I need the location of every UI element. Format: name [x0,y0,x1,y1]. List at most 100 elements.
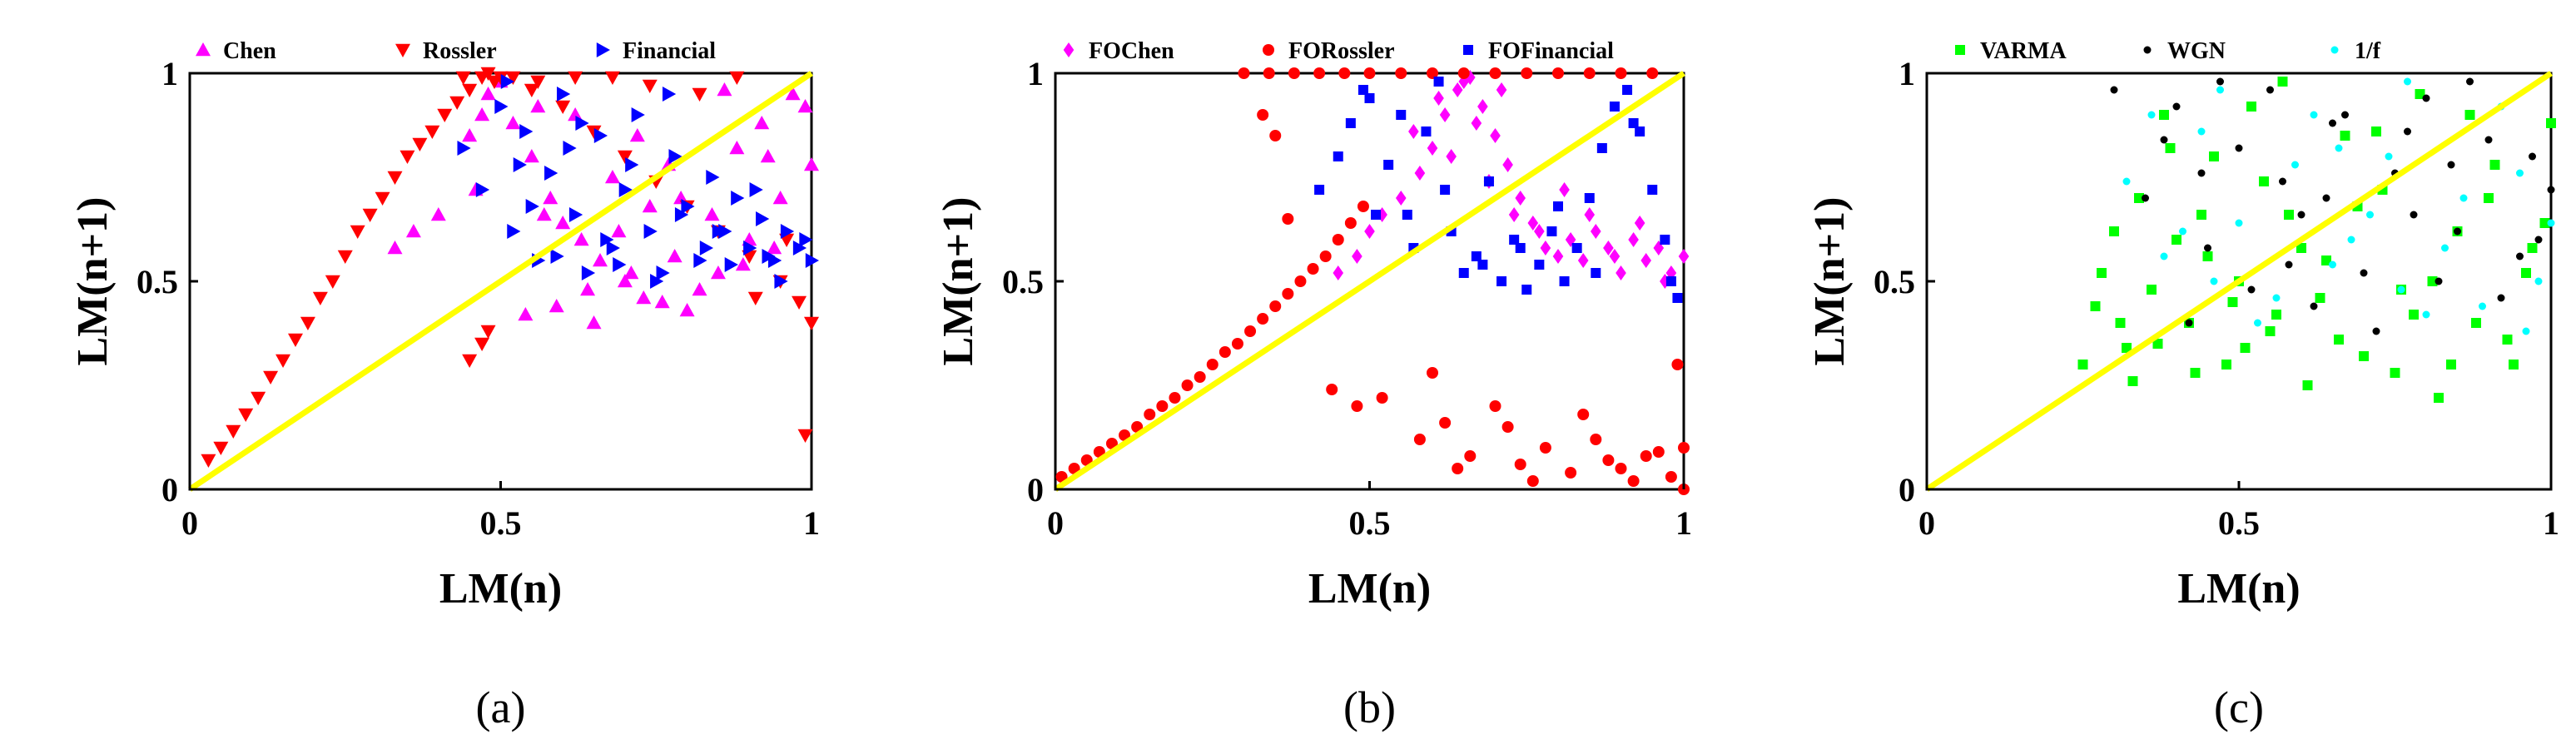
data-point [493,71,509,85]
data-point [2254,319,2261,327]
data-point [2216,86,2224,94]
data-point [2109,226,2119,236]
data-point [1583,67,1596,79]
data-point [1238,67,1250,79]
data-point [1483,176,1494,186]
data-point [1357,201,1369,212]
data-point [312,291,328,305]
data-point [1439,417,1452,429]
data-point [2459,194,2468,202]
data-point [536,207,552,221]
data-point [2315,293,2325,303]
data-point [2235,219,2243,227]
data-point [568,71,583,85]
data-point [604,170,620,184]
data-point [2296,243,2306,253]
data-point [462,83,478,97]
data-point [575,116,589,131]
data-point [636,290,652,305]
data-point [524,149,539,163]
series-fochen [1333,70,1690,289]
data-point [2390,368,2400,378]
y-tick-label: 1 [1027,55,1044,92]
data-point [1446,149,1457,164]
data-point [1414,166,1426,181]
x-tick-label: 1 [1675,504,1692,542]
data-point [2546,118,2556,128]
data-point [1615,463,1627,474]
data-point [600,232,614,247]
data-point [1333,265,1344,280]
data-point [2265,326,2276,336]
data-point [2097,268,2107,278]
legend-marker [1263,44,1274,56]
data-point [1521,67,1533,79]
data-point [1156,400,1169,412]
data-point [2272,294,2281,302]
data-point [2529,152,2536,161]
data-point [1539,442,1551,454]
data-point [1596,143,1607,153]
data-point [1609,249,1621,264]
data-point [1534,224,1545,239]
data-point [642,199,658,213]
data-point [2110,86,2118,94]
legend-marker [196,42,211,57]
legend-label: FORossler [1288,38,1395,64]
data-point [1552,249,1564,264]
data-point [2547,186,2555,194]
data-point [2142,194,2149,202]
data-point [2415,89,2425,99]
data-point [1219,346,1231,358]
data-point [1452,82,1463,97]
x-axis-label: LM(n) [439,565,562,613]
data-point [1616,265,1626,280]
data-point [337,250,353,264]
data-point [2240,343,2251,353]
data-point [804,316,819,330]
data-point [1515,191,1526,206]
data-point [1413,434,1426,445]
data-point [1509,235,1520,245]
data-point [412,137,428,151]
data-point [1345,118,1356,128]
data-point [674,207,689,222]
series-wgn [2110,77,2555,335]
data-point [2227,297,2238,307]
legend-marker [1063,42,1075,57]
data-point [629,128,645,142]
data-point [1665,276,1676,286]
data-point [2321,255,2331,265]
data-point [2372,327,2380,335]
data-point [1269,300,1282,312]
data-point [1496,276,1507,286]
data-point [500,74,514,89]
data-point [804,157,819,171]
data-point [1314,185,1325,195]
legend: VARMA WGN 1/f [1955,38,2381,64]
data-point [519,124,534,139]
data-point [2090,301,2101,311]
data-point [1244,325,1257,337]
data-point [1577,409,1590,420]
data-point [2359,351,2369,361]
data-point [1326,384,1338,395]
data-point [1464,450,1477,462]
data-point [300,316,315,330]
data-point [679,303,695,317]
data-point [1371,210,1382,220]
data-point [2209,151,2219,161]
data-point [518,307,534,321]
y-tick-label: 0.5 [1874,263,1915,300]
data-point [2160,136,2168,144]
data-point [2522,327,2530,335]
y-tick-label: 1 [161,55,178,92]
data-point [699,241,714,255]
chart-panel-3: 0 0.5 1 0 0.5 1 LM(n) LM(n+1) VARMA WGN 1/f (c) [1806,38,2559,732]
data-point [1206,359,1219,370]
data-point [2246,102,2256,112]
data-point [2464,110,2475,120]
data-point [573,232,589,246]
data-point [604,71,620,85]
data-point [1640,450,1652,462]
